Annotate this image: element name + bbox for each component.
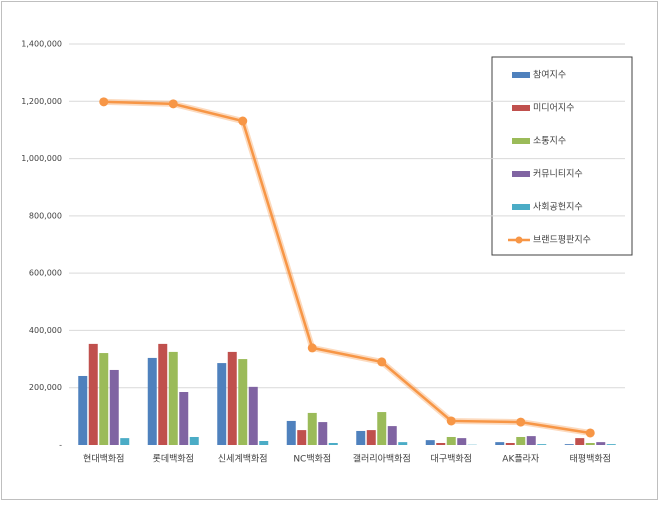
bar <box>607 444 616 445</box>
line-marker <box>169 99 178 108</box>
bar <box>356 431 365 445</box>
bar <box>457 438 466 445</box>
bar <box>297 430 306 445</box>
bar <box>537 444 546 445</box>
bar <box>169 352 178 445</box>
bar <box>388 426 397 445</box>
legend-box <box>492 57 632 255</box>
x-tick-label: NC백화점 <box>293 453 331 465</box>
bar <box>575 438 584 445</box>
legend-label: 참여지수 <box>533 69 566 81</box>
bar <box>148 358 157 445</box>
legend-swatch <box>512 171 530 177</box>
bar <box>228 352 237 445</box>
bar <box>259 441 268 445</box>
x-tick-label: AK플라자 <box>502 454 540 465</box>
bar <box>238 359 247 445</box>
legend-label: 소통지수 <box>533 136 566 147</box>
line-marker <box>99 97 108 106</box>
x-tick-label: 롯데백화점 <box>153 453 194 465</box>
y-tick-label: 200,000 <box>29 383 62 392</box>
line-marker <box>447 416 456 425</box>
bar <box>89 344 98 445</box>
y-tick-label: 600,000 <box>29 269 62 278</box>
legend-marker <box>516 237 523 244</box>
bar <box>436 443 445 445</box>
bar <box>158 344 167 445</box>
y-tick-label: 1,000,000 <box>21 154 62 163</box>
legend-swatch <box>512 204 530 210</box>
line-marker <box>516 418 525 427</box>
bar <box>308 413 317 445</box>
bar <box>506 443 515 445</box>
bar <box>99 353 108 445</box>
legend-label: 미디어지수 <box>533 103 574 114</box>
bar <box>516 437 525 445</box>
legend-swatch <box>512 138 530 144</box>
legend-label: 사회공헌지수 <box>533 202 583 213</box>
line-marker <box>586 428 595 437</box>
y-tick-label: 1,200,000 <box>21 97 62 106</box>
bar <box>318 422 327 445</box>
bar <box>190 437 199 445</box>
bar <box>565 444 574 445</box>
bar <box>527 436 536 445</box>
y-tick-label: 1,400,000 <box>21 40 62 49</box>
y-tick-label: 400,000 <box>29 326 62 335</box>
x-tick-label: 태평백화점 <box>570 453 611 465</box>
bar <box>110 370 119 445</box>
x-tick-label: 신세계백화점 <box>218 453 268 465</box>
x-tick-label: 현대백화점 <box>83 453 124 465</box>
y-tick-label: 800,000 <box>29 211 62 220</box>
bar <box>426 440 435 445</box>
bar <box>78 376 87 445</box>
bar <box>120 438 129 445</box>
line-marker <box>238 117 247 126</box>
x-tick-label: 대구백화점 <box>431 453 472 465</box>
bar <box>586 443 595 445</box>
bar <box>287 421 296 445</box>
legend-label: 브랜드평판지수 <box>533 235 591 246</box>
bar <box>398 442 407 445</box>
bar <box>249 387 258 445</box>
bar <box>329 443 338 445</box>
legend-swatch <box>512 105 530 111</box>
bar <box>367 430 376 445</box>
bar <box>495 442 504 445</box>
y-tick-label: - <box>59 441 62 450</box>
bar <box>179 392 188 445</box>
legend-label: 커뮤니티지수 <box>533 169 583 180</box>
x-tick-label: 갤러리아백화점 <box>353 453 411 465</box>
bar <box>377 412 386 445</box>
bar <box>596 442 605 445</box>
line-marker <box>377 357 386 366</box>
line-marker <box>308 343 317 352</box>
legend-swatch <box>512 72 530 78</box>
bar <box>447 437 456 445</box>
bar <box>217 363 226 445</box>
